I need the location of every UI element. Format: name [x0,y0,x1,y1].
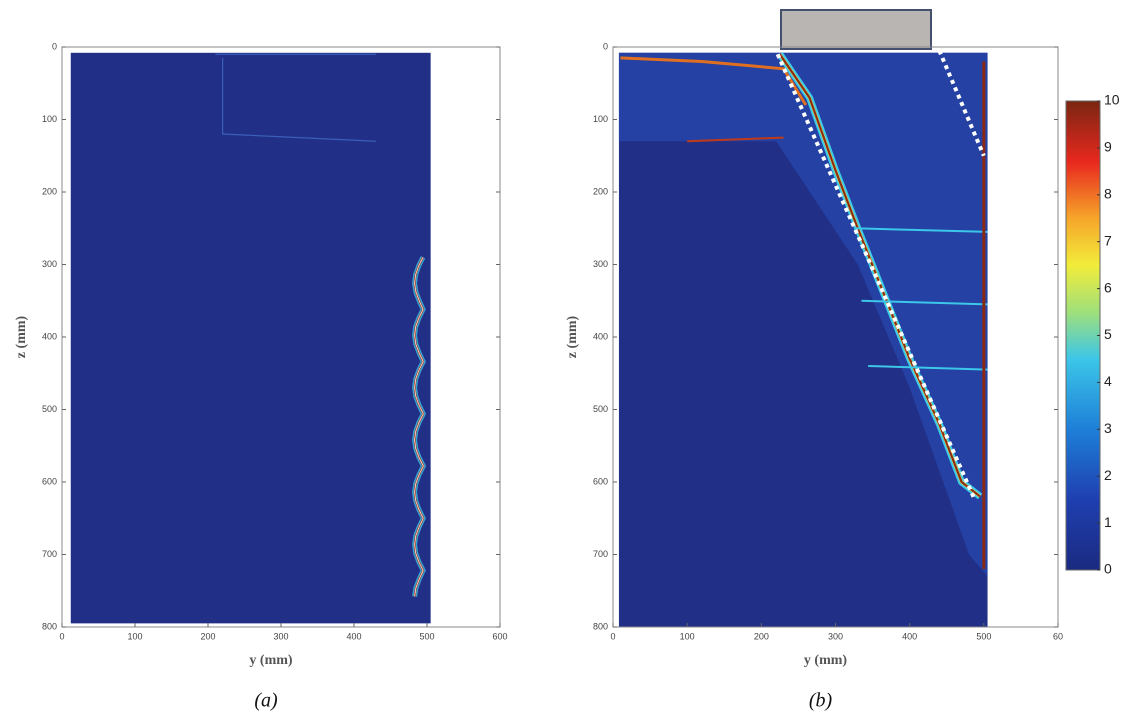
colorbar [1065,100,1101,571]
field-streak [215,53,376,142]
field [70,52,431,624]
y-tick-label: 100 [593,114,608,124]
y-tick-label: 800 [593,621,608,631]
y-axis-label: z (mm) [565,315,580,358]
x-tick-label: 300 [828,631,843,641]
y-tick-label: 500 [593,404,608,414]
colorbar-tick-label: 8 [1104,186,1112,202]
x-tick-label: 0 [59,631,64,641]
field-streak [868,365,988,371]
colorbar-tick-label: 6 [1104,279,1112,295]
field-streak [779,53,981,498]
y-tick-label: 600 [42,476,57,486]
load-plate [780,9,932,50]
x-tick-label: 200 [200,631,215,641]
x-axis-label: y (mm) [249,653,292,668]
y-tick-label: 400 [42,331,57,341]
y-tick-label: 0 [603,41,608,51]
caption: (b) [809,690,833,712]
field-streak [620,56,808,106]
colorbar-tick-label: 10 [1104,92,1120,108]
field-streak [854,227,988,233]
x-tick-label: 300 [273,631,288,641]
colorbar-tick-label: 3 [1104,420,1112,436]
y-tick-label: 300 [42,259,57,269]
x-tick-label: 60 [1053,631,1063,641]
field-streak [861,299,988,306]
y-tick-label: 400 [593,331,608,341]
x-tick-label: 400 [346,631,361,641]
x-tick-label: 400 [902,631,917,641]
guide-line [775,53,977,501]
colorbar-tick-label: 5 [1104,326,1112,342]
y-tick-label: 200 [593,186,608,196]
x-tick-label: 100 [127,631,142,641]
y-tick-label: 200 [42,186,57,196]
y-tick-label: 0 [52,41,57,51]
x-tick-label: 200 [754,631,769,641]
y-axis-label: z (mm) [14,315,29,358]
y-tick-label: 100 [42,114,57,124]
colorbar-tick-label: 0 [1104,561,1112,577]
y-tick-label: 500 [42,404,57,414]
x-tick-label: 100 [680,631,695,641]
colorbar-tick-label: 1 [1104,514,1112,530]
colorbar-tick-label: 9 [1104,139,1112,155]
field-glow [618,52,988,577]
guide-line [937,49,986,157]
caption: (a) [254,690,278,712]
x-tick-label: 600 [492,631,507,641]
colorbar-tick-label: 4 [1104,373,1112,389]
y-tick-label: 800 [42,621,57,631]
colorbar-tick-label: 2 [1104,467,1112,483]
y-tick-label: 700 [593,549,608,559]
y-tick-label: 700 [42,549,57,559]
y-tick-label: 300 [593,259,608,269]
y-tick-label: 600 [593,476,608,486]
x-tick-label: 0 [610,631,615,641]
x-tick-label: 500 [976,631,991,641]
x-tick-label: 500 [419,631,434,641]
field-streak [687,136,784,143]
colorbar-tick-label: 7 [1104,232,1112,248]
x-axis-label: y (mm) [804,653,847,668]
field-streak [414,257,424,597]
